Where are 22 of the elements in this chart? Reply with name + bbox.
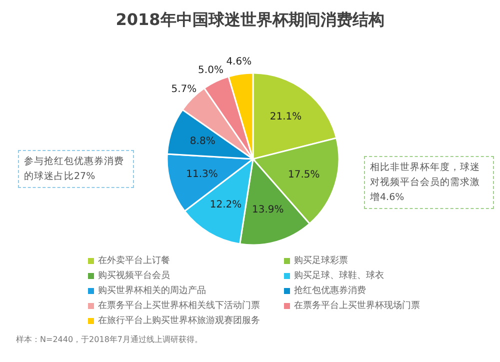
data-label: 5.7% xyxy=(171,84,197,95)
legend-label: 购买足球、球鞋、球衣 xyxy=(294,270,384,282)
data-label: 4.6% xyxy=(226,56,252,68)
text: 参与抢红包优惠券消费的球迷占比27% xyxy=(18,150,134,188)
data-label: 21.1% xyxy=(270,111,302,122)
data-label: 11.3% xyxy=(186,169,218,180)
data-label: 12.2% xyxy=(210,199,242,210)
data-label: 8.8% xyxy=(190,136,216,148)
legend-label: 在票务平台上买世界杯相关线下活动门票 xyxy=(98,300,260,312)
legend-label: 在旅行平台上购买世界杯旅游观赛团服务 xyxy=(98,314,260,327)
data-label: 5.0% xyxy=(198,65,224,76)
legend-label: 在外卖平台上订餐 xyxy=(98,254,170,267)
text: 样本：N=2440，于2018年7月通过线上调研获得。 xyxy=(16,334,202,345)
chart-title: 2018年中国球迷世界杯期间消费结构 xyxy=(114,10,386,31)
legend-label: 购买世界杯相关的周边产品 xyxy=(98,284,206,297)
data-label: 13.9% xyxy=(252,204,284,216)
legend-label: 购买视频平台会员 xyxy=(98,270,170,282)
legend-label: 在票务平台上买世界杯现场门票 xyxy=(294,300,420,312)
text: 相比非世界杯年度，球迷对视频平台会员的需求激增4.6% xyxy=(364,156,494,209)
legend-label: 抢红包优惠券消费 xyxy=(294,284,366,297)
legend-label: 购买足球彩票 xyxy=(294,254,348,267)
data-label: 17.5% xyxy=(288,169,320,180)
